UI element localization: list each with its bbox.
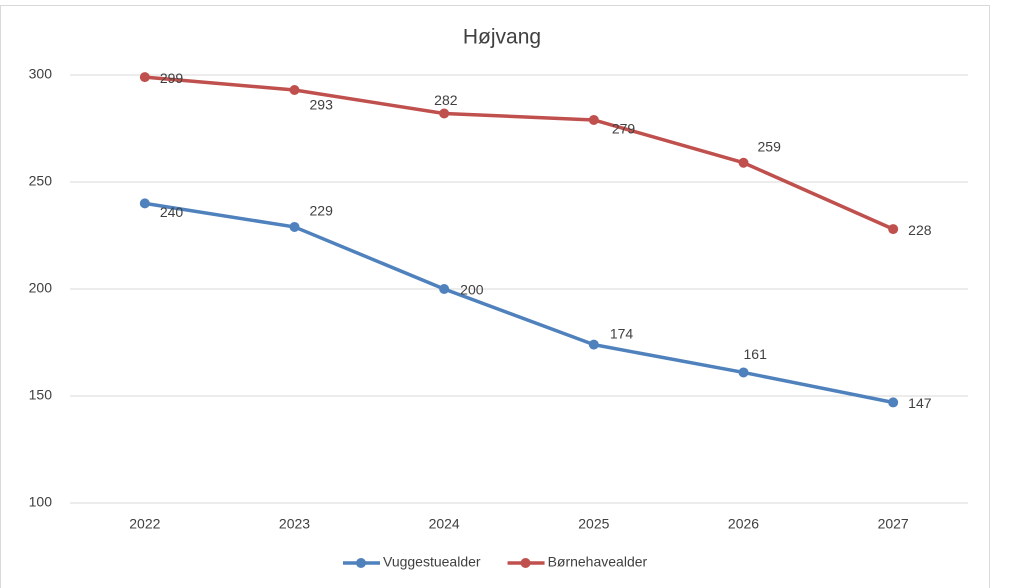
x-tick-label: 2026 (728, 516, 759, 532)
y-tick-label: 300 (29, 66, 53, 82)
y-tick-label: 250 (29, 173, 53, 189)
data-label: 282 (434, 92, 458, 108)
x-tick-label: 2023 (279, 516, 310, 532)
series-line (144, 75, 894, 231)
point (139, 198, 150, 209)
x-tick-label: 2024 (429, 516, 460, 532)
chart-border (0, 5, 990, 588)
data-label: 229 (310, 203, 334, 219)
legend-label: Børnehavealder (548, 554, 648, 570)
point (588, 114, 599, 125)
point (738, 367, 749, 378)
data-label: 259 (758, 138, 782, 154)
point (588, 339, 599, 350)
chart-title: Højvang (463, 26, 541, 49)
x-tick-label: 2027 (878, 516, 909, 532)
legend-label: Vuggestuealder (383, 554, 481, 570)
x-tick-label: 2022 (129, 516, 160, 532)
data-label: 279 (612, 121, 636, 137)
point (439, 108, 450, 119)
y-tick-label: 100 (29, 494, 53, 510)
y-tick-label: 150 (29, 387, 53, 403)
data-label: 174 (610, 325, 634, 341)
data-label: 240 (160, 204, 184, 220)
point (738, 157, 749, 168)
point (289, 84, 300, 95)
data-label: 228 (908, 222, 932, 238)
data-label: 200 (460, 282, 484, 298)
point (139, 72, 150, 83)
legend-marker (356, 558, 366, 568)
legend-marker (520, 558, 531, 568)
data-label: 161 (744, 346, 768, 362)
data-label: 299 (160, 70, 184, 86)
point (439, 284, 450, 294)
series-line (144, 201, 894, 405)
y-tick-label: 200 (29, 280, 53, 296)
x-tick-label: 2025 (578, 516, 609, 532)
data-label: 147 (908, 395, 932, 411)
data-label: 293 (310, 97, 334, 113)
point (289, 221, 300, 232)
point (888, 224, 899, 235)
point (888, 397, 899, 408)
